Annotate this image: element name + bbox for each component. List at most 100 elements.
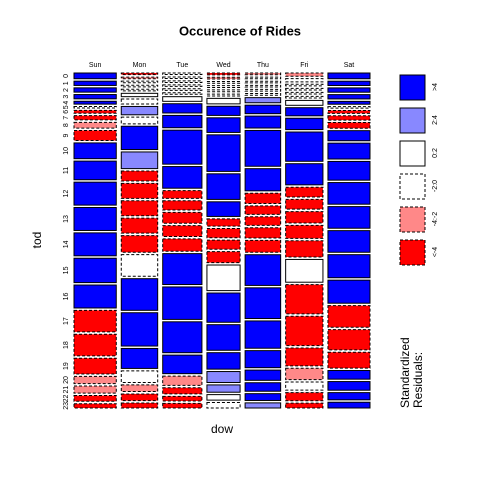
mosaic-cell: [285, 392, 324, 402]
mosaic-cell: [120, 370, 159, 383]
mosaic-cell: [285, 347, 324, 367]
legend-label: >4: [432, 83, 439, 91]
mosaic-cell: [206, 76, 241, 80]
mosaic-cell: [120, 92, 159, 98]
mosaic-cell: [285, 284, 324, 315]
mosaic-cell: [120, 235, 159, 253]
mosaic-cell: [244, 72, 282, 76]
mosaic-cell: [162, 225, 203, 237]
mosaic-cell: [162, 286, 203, 320]
legend-label: <-4: [432, 247, 439, 257]
row-label: 2: [63, 88, 70, 92]
mosaic-cell: [206, 352, 241, 370]
mosaic-cell: [162, 96, 203, 102]
mosaic-cell: [327, 87, 371, 93]
mosaic-cell: [206, 402, 241, 409]
row-label: 1: [63, 81, 70, 85]
row-label: 4: [63, 101, 70, 105]
legend-swatch: [399, 239, 426, 266]
mosaic-cell: [285, 381, 324, 391]
row-label: 3: [63, 95, 70, 99]
mosaic-cell: [206, 371, 241, 384]
mosaic-cell: [206, 105, 241, 116]
mosaic-cell: [162, 238, 203, 252]
mosaic-cell: [244, 350, 282, 369]
mosaic-cell: [73, 106, 117, 109]
mosaic-cell: [327, 80, 371, 86]
column-label: Sun: [89, 62, 102, 69]
mosaic-cell: [327, 329, 371, 351]
legend-title-line: Standardized: [398, 337, 412, 408]
mosaic-cell: [206, 292, 241, 323]
mosaic-cell: [285, 315, 324, 347]
mosaic-cell: [206, 134, 241, 172]
mosaic-cell: [162, 402, 203, 409]
mosaic-cell: [73, 357, 117, 375]
mosaic-cell: [244, 320, 282, 349]
mosaic-cell: [73, 232, 117, 257]
mosaic-cell: [244, 205, 282, 215]
mosaic-cell: [120, 76, 159, 80]
mosaic-cell: [206, 384, 241, 393]
mosaic-cell: [73, 333, 117, 357]
mosaic-cell: [244, 287, 282, 320]
mosaic-cell: [206, 80, 241, 84]
mosaic-cell: [327, 370, 371, 380]
mosaic-cell: [327, 72, 371, 80]
row-label: 9: [63, 133, 70, 137]
row-label: 14: [63, 240, 70, 248]
mosaic-cell: [162, 211, 203, 224]
mosaic-cell: [73, 121, 117, 129]
mosaic-cell: [73, 72, 117, 80]
mosaic-cell: [285, 211, 324, 224]
mosaic-cell: [120, 151, 159, 170]
mosaic-cell: [162, 200, 203, 211]
mosaic-cell: [206, 264, 241, 292]
mosaic-cell: [285, 224, 324, 239]
mosaic-cell: [327, 142, 371, 160]
mosaic-cell: [73, 80, 117, 86]
column-label: Fri: [300, 62, 309, 69]
legend-swatch: [399, 107, 426, 134]
mosaic-cell: [327, 401, 371, 409]
mosaic-cell: [162, 354, 203, 375]
mosaic-cell: [162, 387, 203, 395]
mosaic-cell: [327, 279, 371, 304]
mosaic-cell: [285, 99, 324, 106]
mosaic-cell: [327, 94, 371, 100]
mosaic-cell: [73, 87, 117, 93]
mosaic-cell: [244, 80, 282, 84]
mosaic-cell: [120, 217, 159, 234]
row-label: 17: [63, 317, 70, 325]
mosaic-cell: [285, 258, 324, 283]
mosaic-cell: [120, 402, 159, 409]
mosaic-cell: [162, 76, 203, 79]
mosaic-cell: [206, 218, 241, 227]
mosaic-cell: [120, 72, 159, 76]
legend-label: 0:2: [432, 148, 439, 158]
mosaic-cell: [73, 100, 117, 105]
mosaic-cell: [327, 130, 371, 142]
mosaic-cell: [73, 109, 117, 114]
mosaic-cell: [206, 394, 241, 401]
mosaic-cell: [120, 98, 159, 105]
mosaic-cell: [120, 278, 159, 311]
mosaic-cell: [73, 129, 117, 142]
mosaic-cell: [244, 93, 282, 96]
column-label: Mon: [133, 62, 147, 69]
mosaic-cell: [206, 117, 241, 133]
column-label: Tue: [176, 62, 188, 69]
mosaic-cell: [73, 94, 117, 100]
mosaic-cell: [120, 200, 159, 217]
mosaic-cell: [244, 104, 282, 115]
mosaic-cell: [285, 117, 324, 131]
row-label: 11: [63, 167, 70, 174]
mosaic-cell: [244, 76, 282, 80]
mosaic-cell: [285, 367, 324, 381]
mosaic-cell: [162, 84, 203, 87]
mosaic-cell: [285, 186, 324, 198]
mosaic-cell: [327, 254, 371, 279]
row-label: 5: [63, 105, 70, 109]
mosaic-cell: [327, 106, 371, 109]
mosaic-cell: [244, 254, 282, 286]
